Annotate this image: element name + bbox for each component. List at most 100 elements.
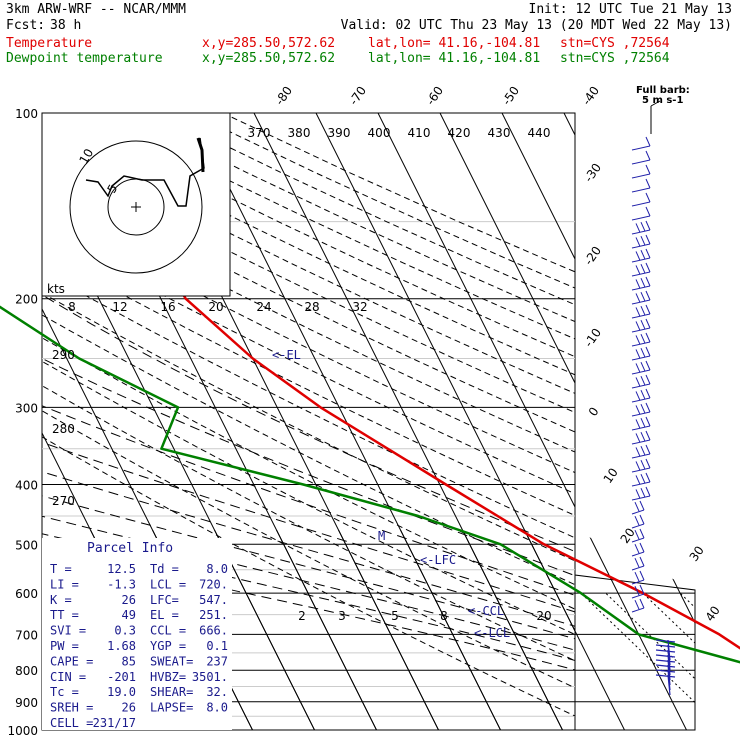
parcel-info-panel: Parcel Info T = 12.5 Td = 8.0 LI = -1.3 LCL = 7… (42, 538, 232, 730)
dry-adiabat-260 (42, 410, 575, 689)
pressure-label-800: 800 (15, 664, 38, 678)
speed-tick-28: 28 (304, 300, 319, 314)
pressure-label-100: 100 (15, 107, 38, 121)
isotherm-low--40 (191, 530, 501, 730)
wind-barb-feather-25-1 (640, 487, 646, 498)
barb-legend-value: 5 m s-1 (642, 95, 683, 106)
wind-barb-staff-20 (631, 425, 651, 431)
model-title: 3km ARW-WRF -- NCAR/MMM (6, 2, 187, 17)
mixing-ratio-label-2: 2 (298, 609, 306, 623)
isotherm-low--60 (67, 530, 377, 730)
forecast-hour: 38 h (50, 18, 82, 33)
wind-barb-low-5 (655, 664, 676, 668)
parcel-key2-8: SHEAR= (150, 685, 193, 699)
parcel-value2-7: 3501. (192, 670, 228, 684)
wind-barb-feather-7-0 (645, 234, 651, 245)
wind-barb-feather-23-0 (645, 458, 651, 469)
wind-barb-staff-15 (631, 355, 651, 361)
wind-barb-feather-10-0 (645, 276, 651, 287)
isotherm-10 (501, 113, 575, 261)
parcel-info-title: Parcel Info (87, 541, 173, 556)
theta-left-label-270: 270 (52, 494, 75, 508)
parcel-key-10: CELL = (50, 716, 93, 730)
isotherm-label--80: -80 (272, 84, 295, 108)
wind-barb-staff-29 (631, 551, 645, 557)
wind-barb-feather-24-1 (640, 473, 646, 484)
wind-barb-staff-13 (631, 327, 651, 333)
parcel-key2-6: SWEAT= (150, 654, 193, 668)
wind-barb-feather-13-2 (635, 321, 641, 331)
wind-barb-feather-28-0 (639, 528, 645, 539)
wind-barb-feather-15-2 (635, 349, 641, 359)
wind-barb-feather-18-1 (640, 389, 646, 400)
lcl-marker: <-LCL (474, 626, 510, 640)
moist-adiabat-24 (42, 405, 575, 596)
wind-barb-staff-12 (631, 313, 651, 319)
parcel-key2-5: YGP = (150, 639, 186, 653)
parcel-value2-1: 720. (199, 577, 228, 591)
wind-barb-feather-12-1 (640, 305, 646, 316)
wind-barb-staff-22 (631, 453, 651, 459)
isotherm-label--50: -50 (499, 84, 522, 108)
wind-barb-staff-5 (631, 215, 651, 221)
temperature-legend-stn: stn=CYS ,72564 (560, 36, 670, 51)
wind-barb-feather-14-1 (640, 333, 646, 344)
wind-barb-feather-12-2 (635, 307, 641, 317)
speed-tick-12: 12 (112, 300, 127, 314)
dry-adiabat-330 (42, 249, 575, 517)
parcel-key2-9: LAPSE= (150, 701, 193, 715)
barb-legend-title: Full barb: (636, 85, 690, 96)
wind-barb-feather-22-0 (645, 444, 651, 455)
parcel-key-2: K = (50, 593, 72, 607)
wind-barb-staff-30 (631, 565, 645, 571)
parcel-value-7: -201 (107, 670, 136, 684)
wind-barb-feather-31-0 (639, 570, 645, 581)
wind-barb-low-7 (655, 674, 676, 678)
mixing-ratio-label-5: 5 (391, 609, 399, 623)
init-time: Init: 12 UTC Tue 21 May 13 (528, 2, 733, 17)
wind-barb-low-1 (655, 644, 676, 648)
wind-barb-feather-6-2 (635, 223, 641, 233)
wind-barb-low-3 (655, 654, 676, 658)
moist-adiabat-4 (42, 533, 575, 661)
parcel-value-6: 85 (122, 654, 136, 668)
wind-barb-feather-11-0 (645, 290, 651, 301)
dry-adiabat-450 (190, 113, 575, 289)
wind-barb-staff-17 (631, 383, 651, 389)
theta-left-label-290: 290 (52, 348, 75, 362)
wind-barb-feather-32-0 (639, 584, 645, 595)
wind-barb-staff-10 (631, 285, 651, 291)
isotherm-0 (439, 113, 575, 385)
hodograph-ring-label-10: 10 (76, 146, 96, 166)
wind-barb-feather-4-0 (645, 192, 651, 203)
wind-barb-staff-8 (631, 257, 651, 263)
wind-barb-feather-16-1 (640, 361, 646, 372)
wind-barb-feather-16-2 (635, 363, 641, 373)
wind-barb-staff-1 (631, 159, 651, 165)
wind-barb-staff-19 (631, 411, 651, 417)
wind-barb-feather-9-0 (645, 262, 651, 273)
moist-adiabat-32 (42, 294, 575, 553)
parcel-key2-3: EL = (150, 608, 179, 622)
wind-barb-feather-14-0 (645, 332, 651, 343)
isotherm--10 (377, 113, 575, 509)
pressure-label-500: 500 (15, 538, 38, 552)
wind-barb-feather-21-2 (635, 433, 641, 443)
isotherm-low--20 (315, 530, 625, 730)
hodograph-ring-outer (69, 140, 203, 274)
wind-barb-feather-31-1 (634, 571, 640, 582)
wind-barb-staff-14 (631, 341, 651, 347)
theta-label-400: 400 (368, 126, 391, 140)
parcel-value2-6: 237 (206, 654, 228, 668)
wind-barb-feather-13-0 (645, 318, 651, 329)
wind-barb-staff-33 (631, 607, 645, 613)
parcel-value2-2: 547. (199, 593, 228, 607)
barb-legend-flag (650, 100, 661, 107)
mixing-ratio-5 (642, 592, 695, 730)
pressure-label-200: 200 (15, 293, 38, 307)
wind-barb-feather-25-2 (635, 489, 641, 499)
wind-barb-feather-9-1 (640, 263, 646, 274)
wind-barb-feather-19-0 (645, 402, 651, 413)
dry-adiabat-390 (42, 135, 575, 394)
parcel-value2-0: 8.0 (206, 562, 228, 576)
